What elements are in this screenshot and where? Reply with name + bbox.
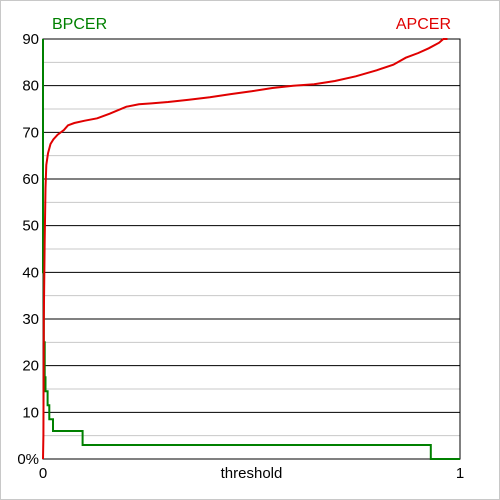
y-tick-label: 0% xyxy=(17,451,39,468)
y-tick-label: 80 xyxy=(22,78,39,95)
apcer-series-label: APCER xyxy=(396,16,451,33)
y-tick-label: 70 xyxy=(22,124,39,141)
y-tick-label: 40 xyxy=(22,264,39,281)
y-tick-label: 20 xyxy=(22,358,39,375)
x-tick-label: 0 xyxy=(39,465,47,482)
bpcer-series-label: BPCER xyxy=(52,16,107,33)
y-tick-label: 50 xyxy=(22,218,39,235)
y-axis-tick-labels: 0% 10 20 30 40 50 60 70 80 90 xyxy=(17,31,39,468)
y-tick-label: 30 xyxy=(22,311,39,328)
x-axis-title: threshold xyxy=(221,465,283,482)
y-tick-label: 60 xyxy=(22,171,39,188)
series-lines xyxy=(42,38,460,460)
y-tick-label: 10 xyxy=(22,404,39,421)
grid xyxy=(43,61,460,437)
x-tick-label: 1 xyxy=(456,465,464,482)
apcer-series-line xyxy=(42,38,448,460)
y-tick-label: 90 xyxy=(22,31,39,48)
